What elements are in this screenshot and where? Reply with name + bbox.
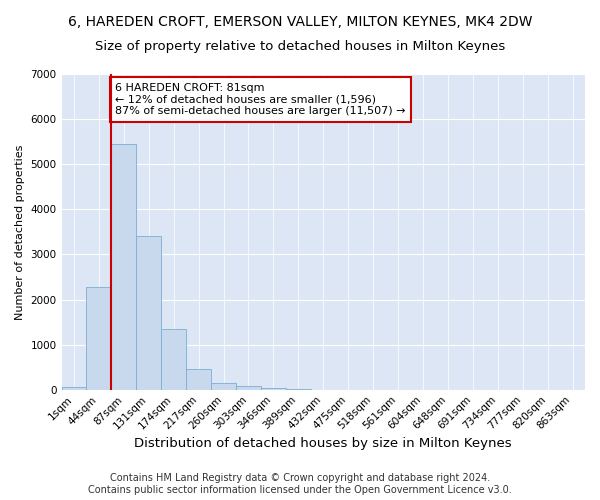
Bar (261, 388, 286, 390)
Bar (186, 370, 211, 390)
Text: 6, HAREDEN CROFT, EMERSON VALLEY, MILTON KEYNES, MK4 2DW: 6, HAREDEN CROFT, EMERSON VALLEY, MILTON… (68, 15, 532, 29)
X-axis label: Distribution of detached houses by size in Milton Keynes: Distribution of detached houses by size … (134, 437, 512, 450)
Text: Size of property relative to detached houses in Milton Keynes: Size of property relative to detached ho… (95, 40, 505, 53)
Bar (161, 330, 186, 390)
Y-axis label: Number of detached properties: Number of detached properties (15, 144, 25, 320)
Bar (86, 288, 112, 390)
Text: 6 HAREDEN CROFT: 81sqm
← 12% of detached houses are smaller (1,596)
87% of semi-: 6 HAREDEN CROFT: 81sqm ← 12% of detached… (115, 83, 406, 116)
Bar (211, 382, 236, 390)
Bar (236, 386, 261, 390)
Bar (112, 144, 136, 390)
Text: Contains HM Land Registry data © Crown copyright and database right 2024.
Contai: Contains HM Land Registry data © Crown c… (88, 474, 512, 495)
Bar (136, 236, 161, 390)
Bar (62, 387, 86, 390)
